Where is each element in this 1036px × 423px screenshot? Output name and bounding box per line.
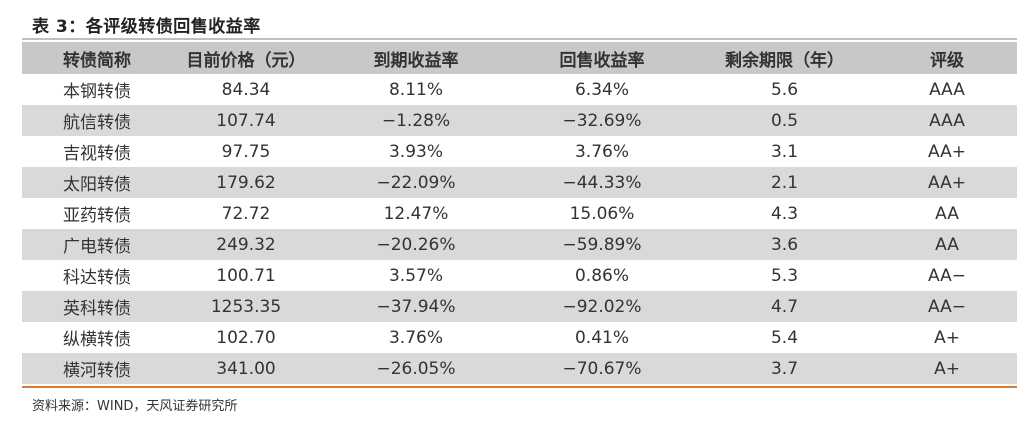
cell-price: 107.74: [216, 110, 276, 131]
cell-name: 吉视转债: [63, 144, 131, 164]
column-header-rating: 评级: [930, 50, 964, 71]
source-note: 资料来源：WIND，天风证券研究所: [32, 399, 238, 414]
cell-rating: A+: [934, 327, 960, 348]
title-divider: [22, 38, 1017, 40]
column-header-put-yield: 回售收益率: [559, 50, 645, 71]
cell-ytm: −22.09%: [376, 172, 456, 193]
cell-rating: A+: [934, 358, 960, 379]
cell-put-yield: 0.41%: [574, 327, 629, 348]
table-row: 科达转债 100.71 3.57% 0.86% 5.3 AA−: [22, 260, 1017, 291]
cell-price: 341.00: [216, 358, 276, 379]
table-row: 航信转债 107.74 −1.28% −32.69% 0.5 AAA: [22, 105, 1017, 136]
table-row: 英科转债 1253.35 −37.94% −92.02% 4.7 AA−: [22, 291, 1017, 322]
cell-ytm: 12.47%: [383, 203, 449, 224]
cell-remaining-term: 3.6: [770, 234, 799, 255]
cell-rating: AA−: [928, 265, 966, 286]
cell-ytm: −20.26%: [376, 234, 456, 255]
cell-remaining-term: 0.5: [770, 110, 799, 131]
table-title: 表 3：各评级转债回售收益率: [32, 17, 261, 37]
cell-put-yield: 3.76%: [574, 141, 629, 162]
table-row: 吉视转债 97.75 3.93% 3.76% 3.1 AA+: [22, 136, 1017, 167]
column-header-remaining-term: 剩余期限（年）: [725, 50, 844, 71]
cell-rating: AAA: [929, 79, 965, 100]
cell-price: 102.70: [216, 327, 276, 348]
cell-put-yield: −44.33%: [562, 172, 642, 193]
cell-ytm: 3.57%: [388, 265, 443, 286]
table-row: 纵横转债 102.70 3.76% 0.41% 5.4 A+: [22, 322, 1017, 353]
table-row: 太阳转债 179.62 −22.09% −44.33% 2.1 AA+: [22, 167, 1017, 198]
cell-price: 249.32: [216, 234, 276, 255]
column-header-price: 目前价格（元）: [186, 50, 306, 71]
cell-ytm: −26.05%: [376, 358, 456, 379]
cell-rating: AAA: [929, 110, 965, 131]
cell-rating: AA+: [928, 172, 966, 193]
cell-remaining-term: 3.7: [770, 358, 799, 379]
convertible-bond-table: 转债简称 目前价格（元） 到期收益率 回售收益率 剩余期限（年） 评级 本钢转债…: [22, 42, 1017, 384]
cell-price: 97.75: [221, 141, 271, 162]
cell-put-yield: 15.06%: [569, 203, 635, 224]
cell-remaining-term: 3.1: [770, 141, 799, 162]
cell-remaining-term: 5.3: [770, 265, 799, 286]
cell-name: 太阳转债: [63, 175, 131, 195]
cell-name: 科达转债: [63, 268, 131, 288]
cell-rating: AA+: [928, 141, 966, 162]
cell-ytm: 8.11%: [388, 79, 443, 100]
cell-price: 100.71: [216, 265, 276, 286]
cell-name: 纵横转债: [63, 330, 131, 350]
column-header-name: 转债简称: [63, 50, 131, 71]
cell-price: 179.62: [216, 172, 276, 193]
cell-put-yield: −92.02%: [562, 296, 642, 317]
cell-put-yield: −59.89%: [562, 234, 642, 255]
table-bottom-rule: [22, 386, 1017, 388]
cell-price: 72.72: [221, 203, 271, 224]
cell-price: 1253.35: [210, 296, 282, 317]
cell-price: 84.34: [221, 79, 271, 100]
cell-ytm: 3.93%: [388, 141, 443, 162]
cell-remaining-term: 4.3: [770, 203, 799, 224]
cell-ytm: 3.76%: [388, 327, 443, 348]
cell-remaining-term: 2.1: [770, 172, 799, 193]
cell-name: 横河转债: [63, 361, 131, 381]
table-header-row: 转债简称 目前价格（元） 到期收益率 回售收益率 剩余期限（年） 评级: [22, 42, 1017, 74]
cell-ytm: −1.28%: [381, 110, 451, 131]
cell-name: 亚药转债: [63, 206, 131, 226]
cell-name: 英科转债: [63, 299, 131, 319]
cell-name: 广电转债: [63, 237, 131, 257]
table-row: 广电转债 249.32 −20.26% −59.89% 3.6 AA: [22, 229, 1017, 260]
cell-put-yield: −32.69%: [562, 110, 642, 131]
cell-name: 航信转债: [63, 113, 131, 133]
table-row: 横河转债 341.00 −26.05% −70.67% 3.7 A+: [22, 353, 1017, 384]
cell-remaining-term: 5.6: [770, 79, 799, 100]
cell-remaining-term: 5.4: [770, 327, 799, 348]
cell-name: 本钢转债: [63, 82, 131, 102]
column-header-ytm: 到期收益率: [373, 50, 459, 71]
cell-put-yield: −70.67%: [562, 358, 642, 379]
table-row: 本钢转债 84.34 8.11% 6.34% 5.6 AAA: [22, 74, 1017, 105]
cell-ytm: −37.94%: [376, 296, 456, 317]
cell-put-yield: 6.34%: [574, 79, 629, 100]
table-row: 亚药转债 72.72 12.47% 15.06% 4.3 AA: [22, 198, 1017, 229]
cell-rating: AA−: [928, 296, 966, 317]
cell-rating: AA: [935, 203, 959, 224]
cell-rating: AA: [935, 234, 959, 255]
cell-put-yield: 0.86%: [574, 265, 629, 286]
cell-remaining-term: 4.7: [770, 296, 799, 317]
